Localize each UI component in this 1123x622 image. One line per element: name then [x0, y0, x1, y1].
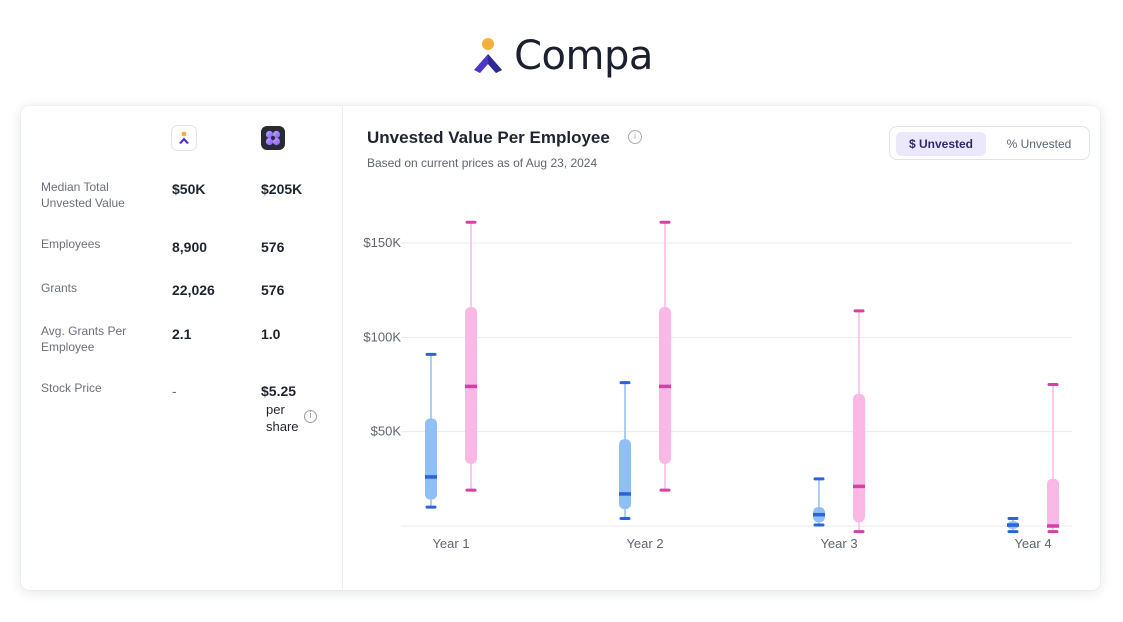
company-b-stock-price: $5.25 — [261, 383, 297, 399]
x-category-label: Year 3 — [820, 536, 857, 551]
grid-lines — [401, 242, 1072, 527]
chart-info-icon[interactable]: i — [628, 130, 642, 144]
company-a-stock-price: - — [172, 383, 177, 399]
comparison-card: Median Total Unvested Value $50K $205K E… — [21, 106, 1100, 590]
x-category-label: Year 2 — [626, 536, 663, 551]
compa-logo-icon — [474, 38, 503, 73]
box-plot-series-0-cat-2[interactable] — [813, 477, 825, 527]
brand-name: Compa — [514, 33, 653, 79]
iqr-box — [853, 393, 865, 523]
y-tick-label: $150K — [363, 235, 401, 250]
box-plot-series-0-cat-3[interactable] — [1007, 516, 1019, 534]
stock-price-info-icon[interactable]: i — [304, 410, 317, 423]
company-b-icon — [261, 126, 285, 150]
box-plot-series-1-cat-1[interactable] — [659, 220, 671, 492]
box-plot-series-0-cat-1[interactable] — [619, 381, 631, 520]
iqr-box — [1047, 478, 1059, 528]
metric-label-grants: Grants — [41, 281, 78, 295]
company-a-median-unvested: $50K — [172, 181, 206, 197]
x-category-label: Year 4 — [1014, 536, 1051, 551]
metric-label-median-unvested: Median Total Unvested Value — [41, 180, 125, 210]
company-a-grants: 22,026 — [172, 282, 215, 298]
toggle-percent-unvested[interactable]: % Unvested — [1006, 137, 1072, 151]
company-a-avg-grants: 2.1 — [172, 326, 192, 342]
company-b-grants: 576 — [261, 282, 285, 298]
company-a-icon — [172, 126, 196, 150]
company-b-stock-price-unit: per share — [266, 402, 299, 434]
box-series — [425, 220, 1059, 534]
metric-label-employees: Employees — [41, 237, 101, 251]
unit-toggle: $ Unvested % Unvested — [889, 126, 1090, 160]
x-category-label: Year 1 — [432, 536, 469, 551]
metric-label-stock-price: Stock Price — [41, 381, 102, 395]
company-b-employees: 576 — [261, 239, 285, 255]
box-plot-series-1-cat-0[interactable] — [465, 220, 477, 492]
y-tick-label: $100K — [363, 329, 401, 344]
box-plot-series-1-cat-3[interactable] — [1047, 383, 1059, 534]
x-axis-categories: Year 1 Year 2 Year 3 Year 4 — [432, 536, 1051, 551]
box-plot-series-1-cat-2[interactable] — [853, 309, 865, 534]
company-b-median-unvested: $205K — [261, 181, 303, 197]
company-a-employees: 8,900 — [172, 239, 208, 255]
toggle-dollar-unvested[interactable]: $ Unvested — [896, 132, 986, 156]
y-tick-label: $50K — [371, 424, 402, 439]
box-plot-series-0-cat-0[interactable] — [425, 352, 437, 509]
iqr-box — [425, 418, 437, 500]
chart-title: Unvested Value Per Employee — [367, 128, 610, 147]
panel-divider — [342, 106, 343, 590]
company-b-avg-grants: 1.0 — [261, 326, 281, 342]
chart-subtitle: Based on current prices as of Aug 23, 20… — [367, 156, 598, 170]
brand-header: Compa — [0, 30, 1123, 82]
metric-label-avg-grants: Avg. Grants Per Employee — [41, 324, 127, 354]
boxplot-chart: $50K $100K $150K Year 1 Year 2 Year 3 Year 4 — [363, 220, 1072, 551]
y-axis-ticks: $50K $100K $150K — [363, 235, 401, 439]
iqr-box — [619, 439, 631, 510]
